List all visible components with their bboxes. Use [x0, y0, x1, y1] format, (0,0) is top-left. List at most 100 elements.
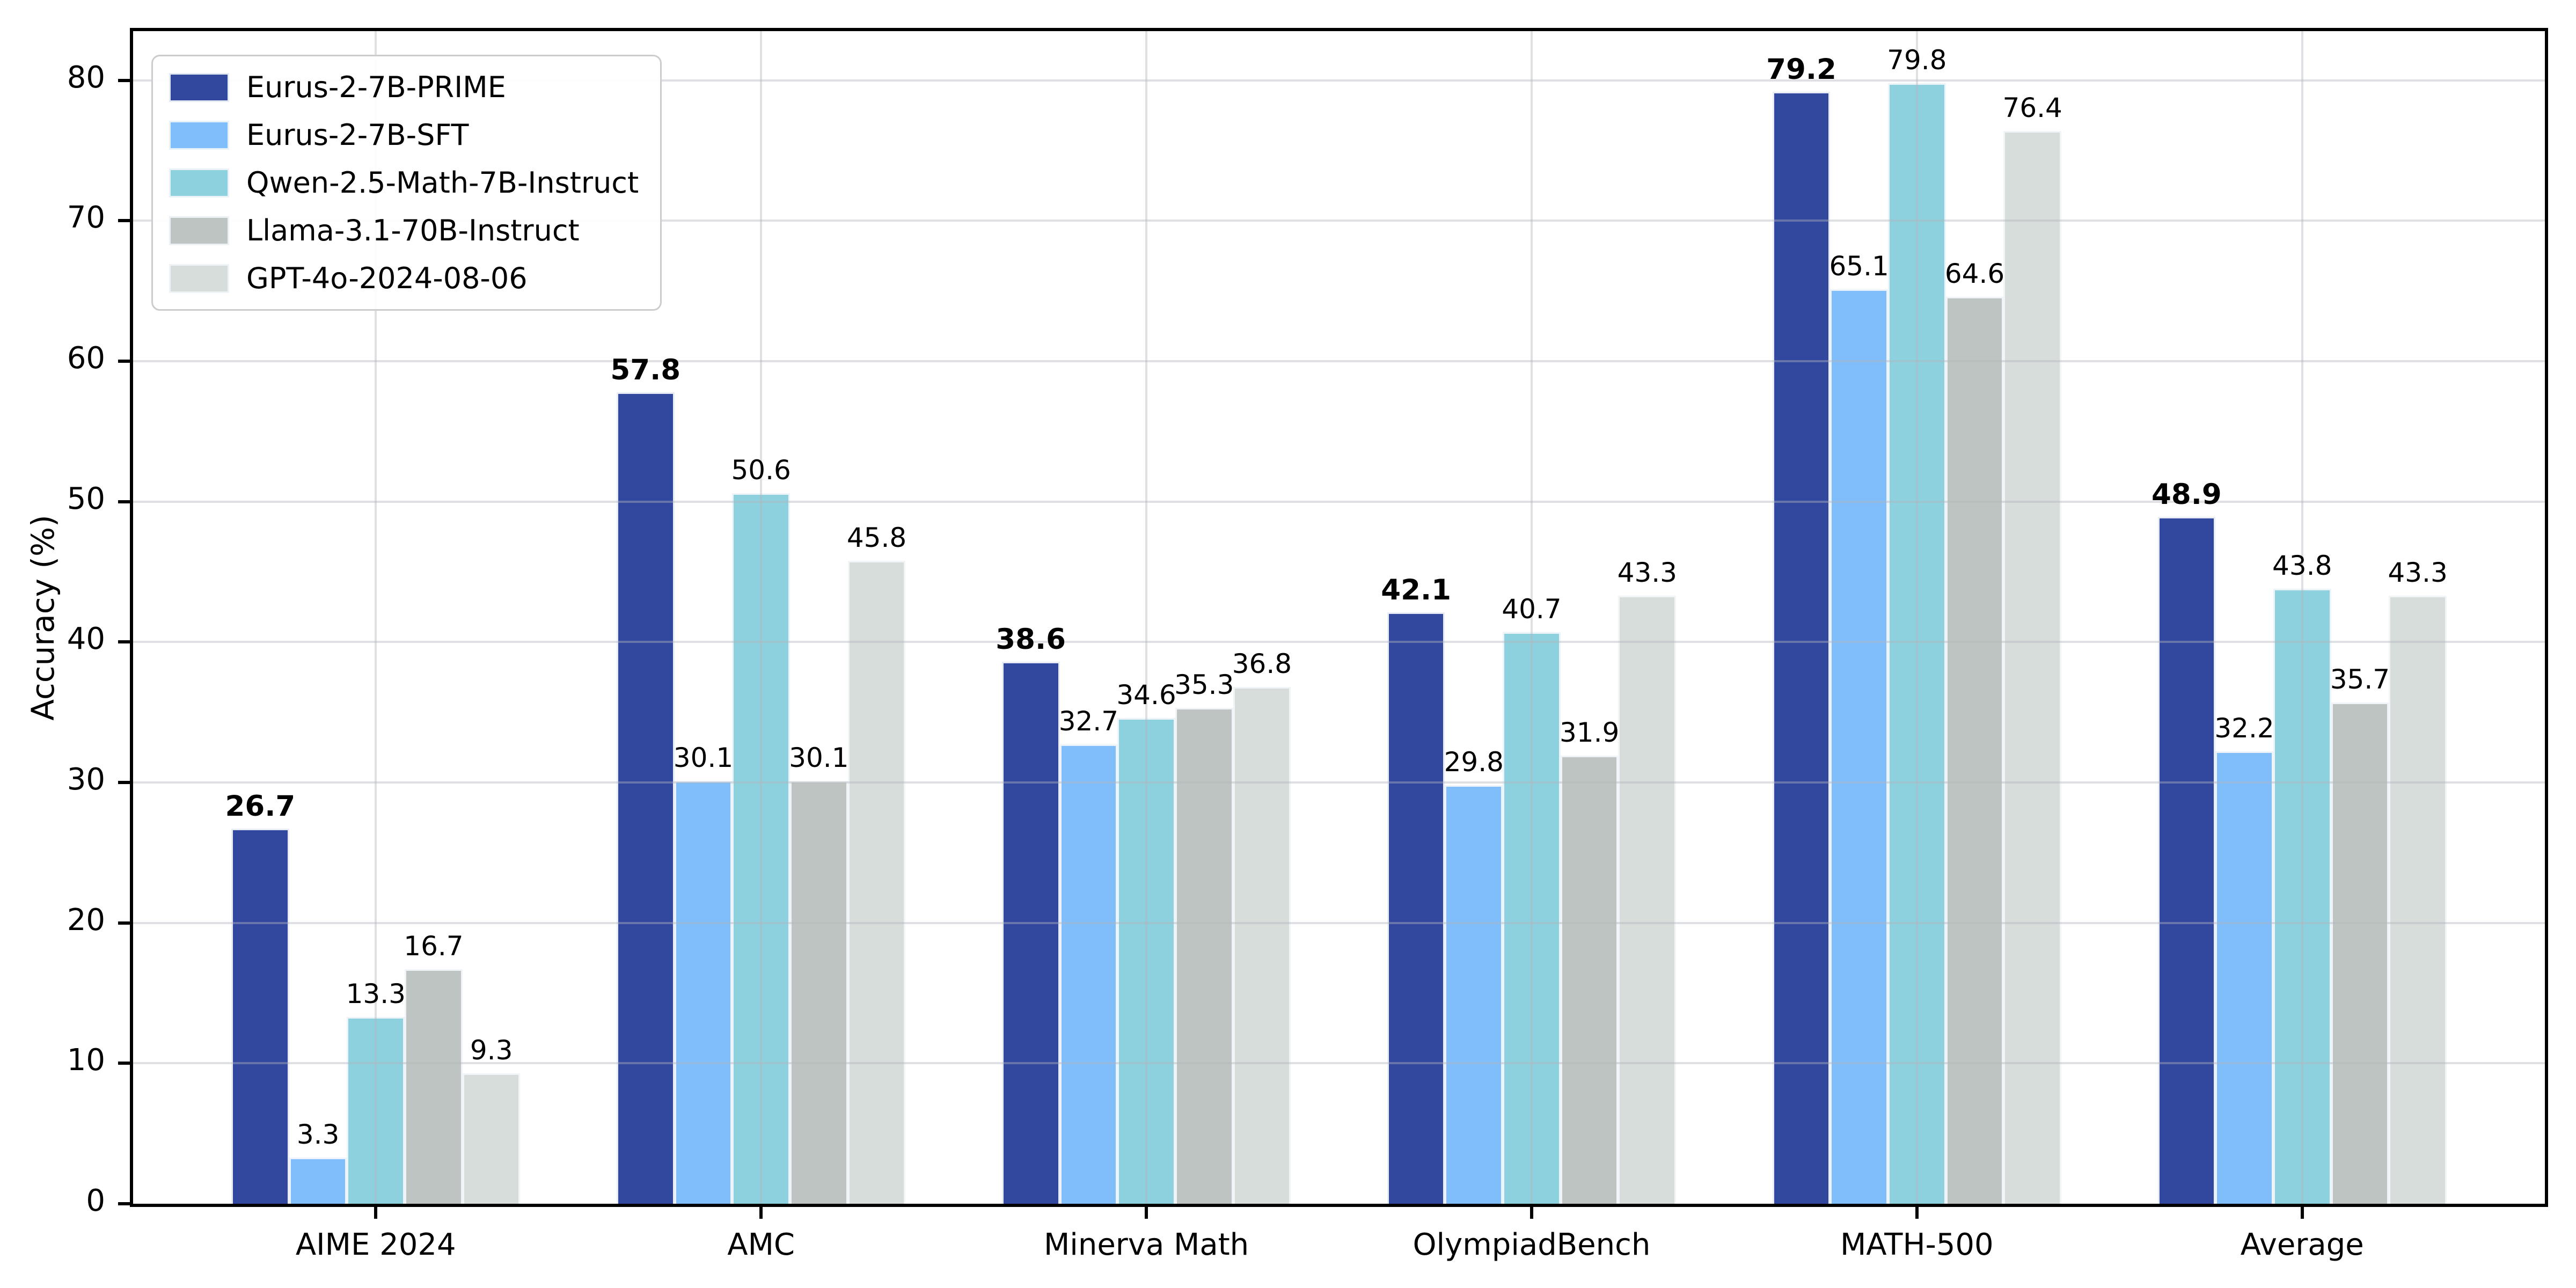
legend-swatch-0	[169, 72, 229, 102]
legend-label-3: Llama-3.1-70B-Instruct	[246, 214, 580, 247]
bar-Qwen-2.5-Math-7B-Instruct-Minerva Math	[1117, 718, 1175, 1204]
y-tick-label-30: 30	[67, 762, 105, 797]
bar-value-label: 3.3	[296, 1118, 340, 1150]
gridline-v-4	[1915, 31, 1918, 1204]
bar-Eurus-2-7B-SFT-AIME 2024	[289, 1157, 347, 1204]
bar-Qwen-2.5-Math-7B-Instruct-Average	[2273, 588, 2331, 1204]
legend-label-0: Eurus-2-7B-PRIME	[246, 70, 506, 104]
bar-value-label: 36.8	[1232, 648, 1292, 680]
bar-GPT-4o-2024-08-06-AIME 2024	[462, 1073, 521, 1204]
gridline-v-2	[1145, 31, 1148, 1204]
x-tick-label-1: AMC	[727, 1227, 795, 1262]
gridline-h-50	[133, 500, 2545, 503]
bar-Llama-3.1-70B-Instruct-Minerva Math	[1175, 708, 1233, 1204]
legend-item-2: Qwen-2.5-Math-7B-Instruct	[169, 166, 639, 200]
bar-value-label: 43.8	[2272, 550, 2332, 581]
legend-label-2: Qwen-2.5-Math-7B-Instruct	[246, 166, 639, 200]
bar-Llama-3.1-70B-Instruct-MATH-500	[1945, 296, 2004, 1204]
gridline-v-3	[1530, 31, 1533, 1204]
bar-value-label: 26.7	[225, 790, 296, 823]
y-tick-70	[118, 219, 131, 223]
bar-Eurus-2-7B-SFT-OlympiadBench	[1445, 785, 1503, 1204]
gridline-h-40	[133, 641, 2545, 643]
gridline-v-5	[2301, 31, 2303, 1204]
bar-value-label: 34.6	[1116, 679, 1176, 711]
bar-Llama-3.1-70B-Instruct-AMC	[790, 781, 848, 1204]
bar-value-label: 32.2	[2214, 713, 2274, 744]
x-tick-3	[1529, 1205, 1533, 1219]
bar-Eurus-2-7B-PRIME-AIME 2024	[231, 829, 289, 1204]
x-tick-1	[759, 1205, 763, 1219]
gridline-h-80	[133, 79, 2545, 82]
bar-value-label: 31.9	[1559, 717, 1620, 749]
y-tick-80	[118, 78, 131, 82]
bar-value-label: 45.8	[846, 522, 907, 553]
y-tick-label-60: 60	[67, 340, 105, 376]
y-tick-40	[118, 640, 131, 644]
legend: Eurus-2-7B-PRIME Eurus-2-7B-SFT Qwen-2.5-M…	[151, 55, 662, 311]
y-tick-label-70: 70	[67, 200, 105, 236]
bar-GPT-4o-2024-08-06-Minerva Math	[1233, 687, 1291, 1204]
bar-Qwen-2.5-Math-7B-Instruct-AIME 2024	[347, 1016, 405, 1204]
legend-item-3: Llama-3.1-70B-Instruct	[169, 214, 639, 247]
bar-Llama-3.1-70B-Instruct-AIME 2024	[405, 969, 463, 1204]
y-tick-label-80: 80	[67, 60, 105, 95]
bar-Llama-3.1-70B-Instruct-Average	[2331, 702, 2389, 1204]
bar-value-label: 65.1	[1829, 251, 1889, 282]
bar-value-label: 30.1	[789, 742, 849, 774]
legend-item-0: Eurus-2-7B-PRIME	[169, 70, 639, 104]
bar-value-label: 79.8	[1887, 44, 1947, 76]
x-tick-2	[1145, 1205, 1148, 1219]
y-tick-20	[118, 921, 131, 925]
bar-value-label: 42.1	[1381, 574, 1451, 607]
bar-value-label: 64.6	[1944, 258, 2005, 289]
bar-value-label: 29.8	[1444, 747, 1504, 778]
y-tick-label-10: 10	[67, 1043, 105, 1078]
bar-value-label: 43.3	[2388, 557, 2448, 588]
legend-swatch-4	[169, 264, 229, 293]
legend-swatch-2	[169, 168, 229, 197]
gridline-v-1	[760, 31, 763, 1204]
gridline-h-10	[133, 1062, 2545, 1065]
bar-Qwen-2.5-Math-7B-Instruct-MATH-500	[1887, 83, 1946, 1204]
bar-value-label: 35.7	[2330, 663, 2390, 695]
x-tick-label-3: OlympiadBench	[1413, 1227, 1651, 1262]
y-tick-50	[118, 500, 131, 503]
bar-Eurus-2-7B-PRIME-Average	[2157, 517, 2216, 1204]
bar-GPT-4o-2024-08-06-MATH-500	[2003, 130, 2062, 1204]
y-tick-60	[118, 359, 131, 363]
legend-swatch-3	[169, 216, 229, 245]
bar-Qwen-2.5-Math-7B-Instruct-AMC	[732, 493, 790, 1204]
y-tick-label-40: 40	[67, 621, 105, 657]
bar-value-label: 13.3	[346, 978, 406, 1009]
x-tick-5	[2300, 1205, 2304, 1219]
gridline-v-0	[375, 31, 377, 1204]
x-tick-4	[1915, 1205, 1919, 1219]
legend-item-1: Eurus-2-7B-SFT	[169, 118, 639, 152]
y-tick-label-20: 20	[67, 902, 105, 938]
bar-GPT-4o-2024-08-06-AMC	[847, 560, 906, 1204]
bar-Eurus-2-7B-PRIME-AMC	[616, 392, 675, 1204]
bar-value-label: 16.7	[404, 931, 464, 962]
gridline-h-70	[133, 219, 2545, 222]
bar-value-label: 50.6	[731, 454, 791, 486]
y-axis-title: Accuracy (%)	[25, 514, 61, 721]
bar-value-label: 38.6	[996, 623, 1066, 656]
bar-Eurus-2-7B-SFT-Minerva Math	[1059, 744, 1118, 1204]
bar-Eurus-2-7B-SFT-AMC	[674, 781, 733, 1204]
x-tick-label-4: MATH-500	[1840, 1227, 1994, 1262]
x-tick-0	[374, 1205, 378, 1219]
gridline-h-30	[133, 781, 2545, 784]
legend-swatch-1	[169, 120, 229, 150]
bar-Eurus-2-7B-PRIME-OlympiadBench	[1387, 612, 1445, 1204]
bar-Eurus-2-7B-PRIME-MATH-500	[1772, 91, 1831, 1204]
y-tick-label-0: 0	[86, 1183, 105, 1218]
bar-GPT-4o-2024-08-06-OlympiadBench	[1618, 595, 1677, 1204]
bar-GPT-4o-2024-08-06-Average	[2389, 595, 2447, 1204]
bar-value-label: 48.9	[2151, 478, 2222, 511]
bar-value-label: 40.7	[1502, 593, 1562, 625]
bar-Eurus-2-7B-SFT-MATH-500	[1830, 289, 1888, 1204]
legend-item-4: GPT-4o-2024-08-06	[169, 261, 639, 295]
y-tick-label-50: 50	[67, 481, 105, 516]
